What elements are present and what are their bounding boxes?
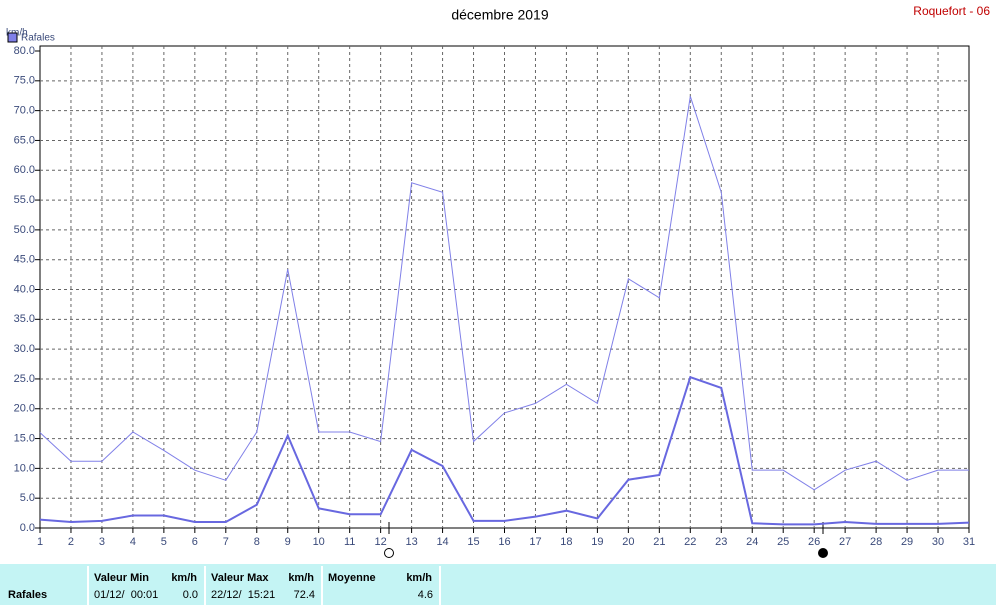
x-tick-label: 26: [808, 536, 820, 548]
x-tick-label: 20: [622, 536, 634, 548]
x-tick-label: 6: [192, 536, 198, 548]
x-tick-label: 29: [901, 536, 913, 548]
y-tick-label: 20.0: [14, 403, 35, 415]
moon-icon: [818, 548, 828, 558]
y-tick-label: 65.0: [14, 134, 35, 146]
legend-swatch: [7, 32, 18, 43]
y-tick-label: 0.0: [20, 522, 35, 534]
x-tick-label: 15: [467, 536, 479, 548]
data-line: [39, 96, 969, 491]
x-tick-label: 25: [777, 536, 789, 548]
x-tick-label: 2: [68, 536, 74, 548]
x-tick-label: 27: [839, 536, 851, 548]
y-tick-label: 80.0: [14, 45, 35, 57]
y-tick-label: 75.0: [14, 75, 35, 87]
x-tick-label: 31: [963, 536, 975, 548]
y-tick-label: 10.0: [14, 462, 35, 474]
footer-label: Rafales: [8, 589, 47, 601]
x-tick-label: 13: [405, 536, 417, 548]
y-tick-label: 5.0: [20, 492, 35, 504]
x-tick-label: 21: [653, 536, 665, 548]
x-tick-label: 11: [344, 536, 355, 548]
moon-icon: [384, 548, 394, 558]
x-tick-label: 8: [254, 536, 260, 548]
y-tick-label: 40.0: [14, 283, 35, 295]
legend-label: Rafales: [21, 33, 55, 44]
y-tick-label: 55.0: [14, 194, 35, 206]
column-unit: km/h: [171, 572, 197, 584]
column-header: Valeur Min: [94, 572, 149, 584]
x-tick-label: 28: [870, 536, 882, 548]
x-tick-label: 14: [436, 536, 448, 548]
column-value: 4.6: [418, 589, 433, 601]
footer-background: [0, 564, 996, 605]
y-tick-label: 45.0: [14, 254, 35, 266]
x-tick-label: 10: [313, 536, 325, 548]
x-tick-label: 22: [684, 536, 696, 548]
x-tick-label: 19: [591, 536, 603, 548]
x-tick-label: 1: [37, 536, 43, 548]
y-tick-label: 60.0: [14, 164, 35, 176]
column-unit: km/h: [288, 572, 314, 584]
column-value: 0.0: [183, 589, 198, 601]
x-tick-label: 18: [560, 536, 572, 548]
x-tick-label: 7: [223, 536, 229, 548]
column-header: Moyenne: [328, 572, 376, 584]
x-tick-label: 4: [130, 536, 136, 548]
station-name: Roquefort - 06: [913, 4, 990, 18]
column-date: 22/12/ 15:21: [211, 589, 275, 601]
column-value: 72.4: [294, 589, 315, 601]
y-tick-label: 50.0: [14, 224, 35, 236]
column-date: 01/12/ 00:01: [94, 589, 158, 601]
chart-title: décembre 2019: [451, 7, 549, 23]
x-tick-label: 16: [498, 536, 510, 548]
y-tick-label: 25.0: [14, 373, 35, 385]
x-tick-label: 5: [161, 536, 167, 548]
y-tick-label: 70.0: [14, 105, 35, 117]
y-tick-label: 35.0: [14, 313, 35, 325]
column-unit: km/h: [406, 572, 432, 584]
x-tick-label: 9: [285, 536, 291, 548]
x-tick-label: 23: [715, 536, 727, 548]
column-header: Valeur Max: [211, 572, 269, 584]
y-tick-label: 30.0: [14, 343, 35, 355]
x-tick-label: 30: [932, 536, 944, 548]
x-tick-label: 24: [746, 536, 758, 548]
x-tick-label: 17: [529, 536, 541, 548]
x-tick-label: 3: [99, 536, 105, 548]
y-tick-label: 15.0: [14, 432, 35, 444]
x-tick-label: 12: [375, 536, 387, 548]
data-line: [39, 375, 970, 526]
